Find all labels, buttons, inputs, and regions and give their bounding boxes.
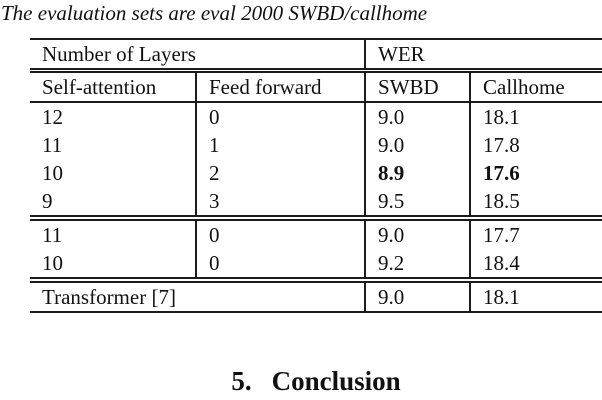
section-number: 5. [231, 366, 252, 396]
table-row: 10 2 8.9 17.6 [30, 159, 602, 187]
table-caption: The evaluation sets are eval 2000 SWBD/c… [1, 1, 428, 25]
table-row: 11 1 9.0 17.8 [30, 131, 602, 159]
cell-self-attention: 11 [42, 133, 63, 157]
cell-swbd: 9.5 [364, 187, 471, 221]
cell-callhome: 18.5 [469, 187, 602, 221]
cell-callhome: 18.4 [469, 249, 602, 283]
cell-swbd: 9.0 [364, 102, 471, 131]
cell-feed-forward: 0 [194, 102, 366, 131]
cell-self-attention: 10 [42, 161, 63, 185]
cell-feed-forward: 3 [194, 187, 366, 221]
group-header-wer: WER [364, 39, 602, 73]
table-row: 11 0 9.0 17.7 [30, 218, 602, 249]
col-header-self-attention: Self-attention [30, 70, 196, 103]
section-heading-conclusion: 5. Conclusion [30, 366, 602, 397]
cell-self-attention: 9 [30, 187, 196, 221]
column-header-row: Self-attention Feed forward SWBD Callhom… [30, 70, 602, 103]
cell-callhome: 17.7 [469, 218, 602, 249]
col-header-swbd: SWBD [364, 70, 471, 103]
cell-swbd: 9.0 [364, 280, 471, 312]
results-table: Number of Layers WER Self-attention Feed… [30, 38, 602, 313]
table-row: 10 0 9.2 18.4 [30, 249, 602, 283]
cell-callhome-best: 17.6 [469, 159, 602, 187]
cell-self-attention: 10 [30, 249, 196, 283]
col-header-feed-forward: Feed forward [194, 70, 366, 103]
table-row-transformer-baseline: Transformer [7] 9.0 18.1 [30, 280, 602, 312]
cell-feed-forward: 1 [194, 131, 366, 159]
table-row: 9 3 9.5 18.5 [30, 187, 602, 221]
group-header-row: Number of Layers WER [30, 39, 602, 73]
cell-callhome: 17.8 [469, 131, 602, 159]
cell-self-attention: 12 [42, 105, 63, 129]
cell-swbd: 9.0 [364, 218, 471, 249]
table-row: 12 0 9.0 18.1 [30, 102, 602, 131]
cell-feed-forward: 2 [194, 159, 366, 187]
section-title: Conclusion [271, 366, 401, 396]
cell-swbd: 9.0 [364, 131, 471, 159]
cell-self-attention: 11 [42, 223, 63, 247]
cell-feed-forward: 0 [194, 249, 366, 283]
cell-swbd-best: 8.9 [364, 159, 471, 187]
cell-feed-forward: 0 [194, 218, 366, 249]
cell-swbd: 9.2 [364, 249, 471, 283]
cell-callhome: 18.1 [469, 280, 602, 312]
col-header-callhome: Callhome [469, 70, 602, 103]
group-header-number-of-layers: Number of Layers [30, 39, 366, 73]
cell-callhome: 18.1 [469, 102, 602, 131]
cell-model-name: Transformer [7] [42, 285, 176, 309]
